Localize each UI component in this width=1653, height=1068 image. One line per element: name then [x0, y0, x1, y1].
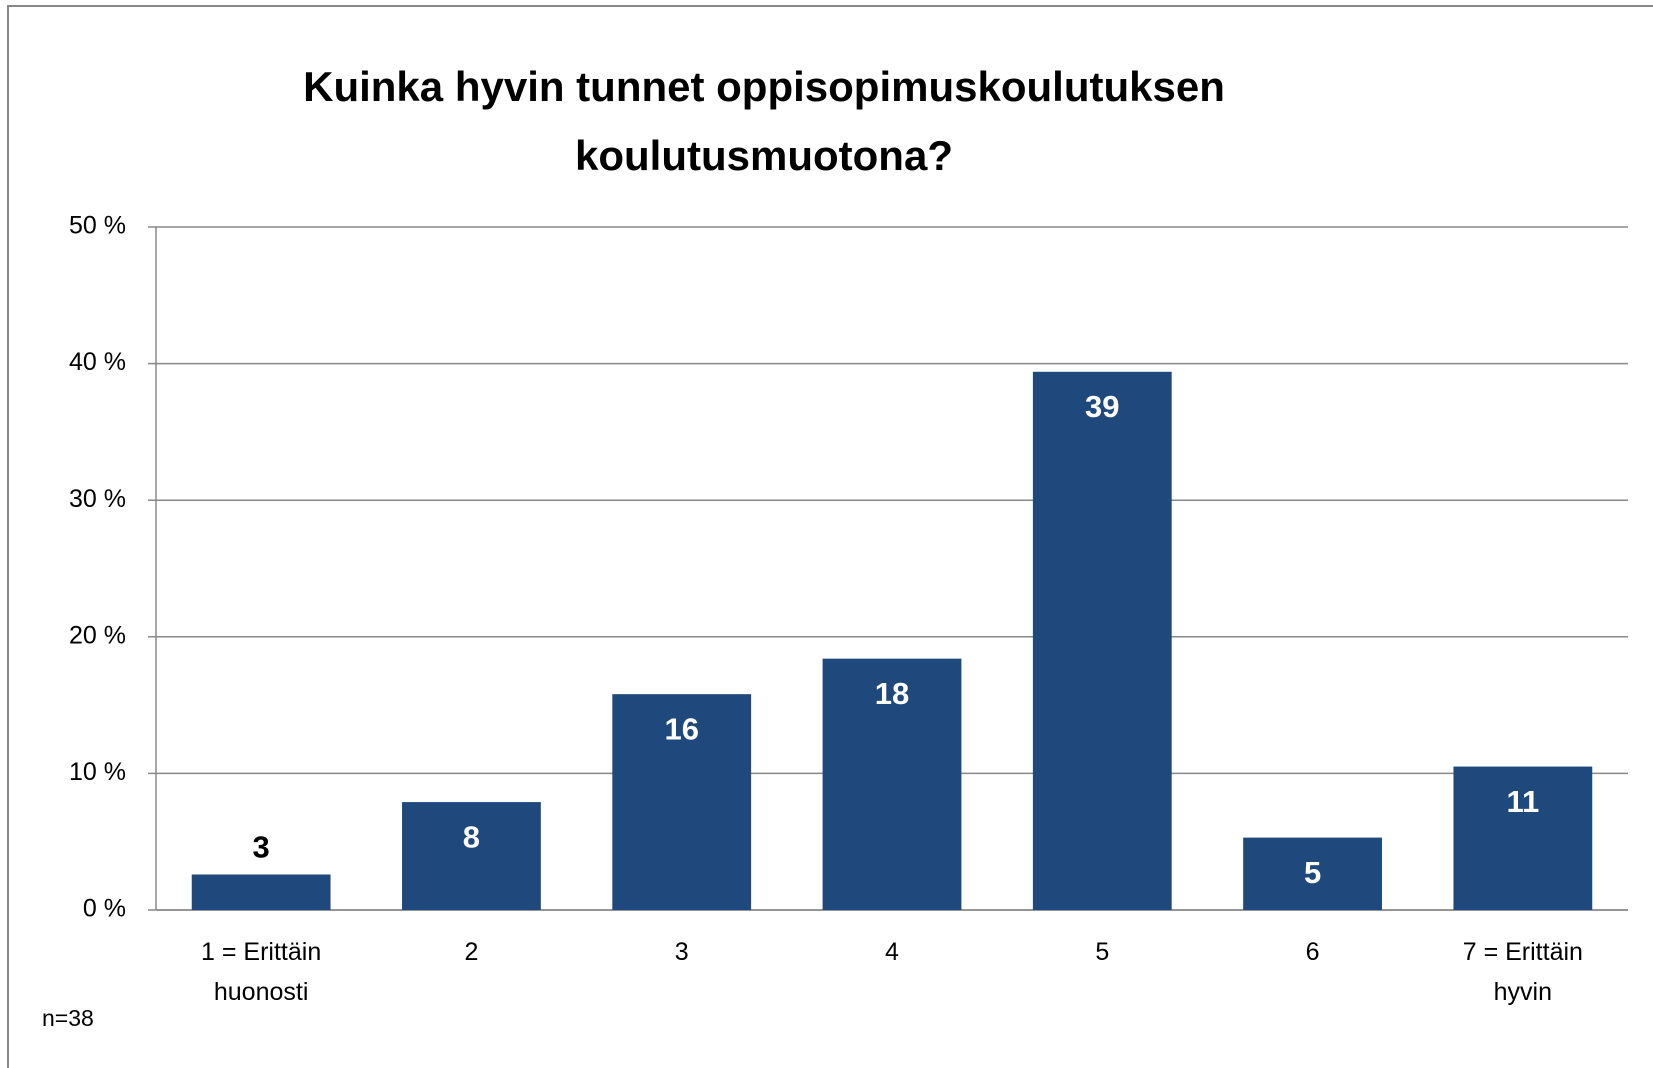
x-tick-label: 7 = Erittäin hyvin: [1462, 938, 1583, 1006]
value-label: 8: [463, 819, 480, 854]
chart-title: Kuinka hyvin tunnet oppisopimuskoulutuks…: [303, 63, 1225, 179]
bar: [822, 658, 962, 910]
bar: [191, 874, 331, 910]
x-tick-label: 1 = Erittäin huonosti: [201, 938, 322, 1006]
value-label: 3: [253, 830, 270, 865]
x-tick-label: 4: [885, 938, 899, 966]
y-tick-label: 30 %: [69, 485, 126, 513]
bar: [612, 694, 752, 910]
sample-size-note: n=38: [42, 1005, 94, 1031]
y-tick-label: 0 %: [83, 895, 126, 923]
bar: [1243, 837, 1382, 910]
x-tick-label: 3: [674, 938, 689, 966]
y-tick-label: 40 %: [69, 348, 126, 376]
value-label: 18: [875, 676, 909, 711]
value-label: 39: [1085, 389, 1119, 424]
bar: [402, 802, 541, 910]
value-label: 16: [664, 711, 698, 746]
y-tick-label: 20 %: [69, 621, 126, 649]
bar: [1453, 766, 1593, 910]
x-tick-label: 6: [1305, 938, 1320, 966]
x-tick-label: 2: [464, 938, 479, 966]
x-tick-label: 5: [1095, 938, 1110, 966]
y-tick-label: 10 %: [69, 758, 126, 786]
bar: [1032, 371, 1172, 910]
chart-frame: [7, 5, 1653, 1068]
value-label: 11: [1506, 784, 1539, 819]
value-label: 5: [1304, 855, 1321, 890]
y-tick-label: 50 %: [69, 212, 126, 240]
